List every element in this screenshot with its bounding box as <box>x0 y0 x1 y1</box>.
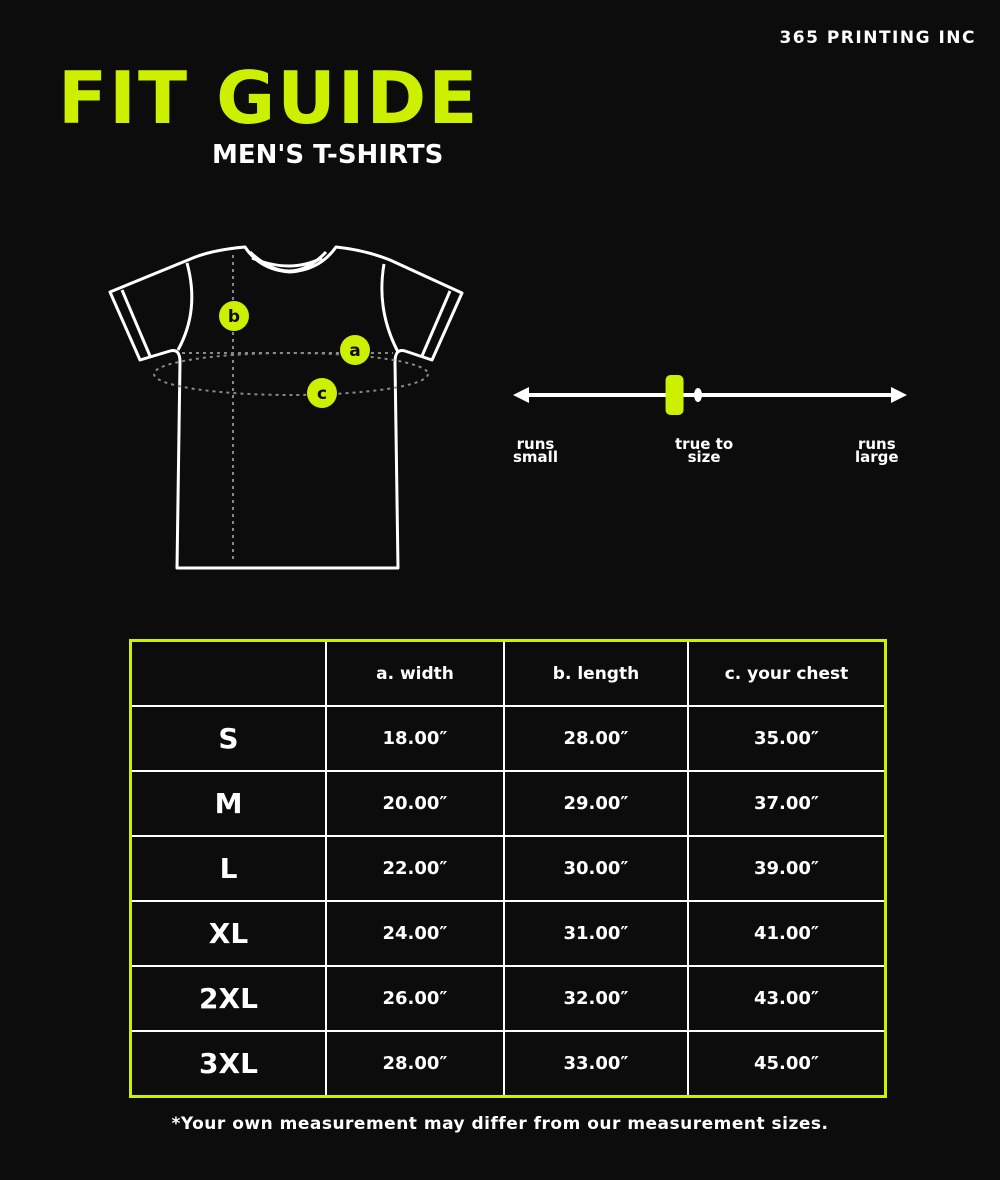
marker-c <box>307 378 337 408</box>
table-row: L 22.00″ 30.00″ 39.00″ <box>129 835 887 902</box>
true-to-size-label: true to size <box>675 435 734 466</box>
marker-b-label: b <box>228 307 240 327</box>
size-cell: 2XL <box>129 965 327 1032</box>
length-cell: 29.00″ <box>503 770 689 837</box>
length-cell: 32.00″ <box>503 965 689 1032</box>
marker-c-label: c <box>317 384 327 404</box>
width-cell: 28.00″ <box>325 1030 505 1098</box>
chest-cell: 43.00″ <box>687 965 887 1032</box>
fit-scale: runs small true to size runs large <box>505 370 915 480</box>
chest-cell: 37.00″ <box>687 770 887 837</box>
table-row: M 20.00″ 29.00″ 37.00″ <box>129 770 887 837</box>
runs-small-label: runs small <box>513 435 558 466</box>
width-cell: 26.00″ <box>325 965 505 1032</box>
marker-a <box>340 335 370 365</box>
width-cell: 20.00″ <box>325 770 505 837</box>
length-cell: 31.00″ <box>503 900 689 967</box>
page-subtitle: MEN'S T-SHIRTS <box>212 140 444 170</box>
chest-cell: 35.00″ <box>687 705 887 772</box>
length-cell: 28.00″ <box>503 705 689 772</box>
size-cell: XL <box>129 900 327 967</box>
table-row: 3XL 28.00″ 33.00″ 45.00″ <box>129 1030 887 1098</box>
chest-cell: 39.00″ <box>687 835 887 902</box>
header-cell <box>129 639 327 707</box>
marker-a-label: a <box>349 341 360 361</box>
width-cell: 18.00″ <box>325 705 505 772</box>
width-cell: 24.00″ <box>325 900 505 967</box>
size-chart-table: a. width b. length c. your chest S 18.00″… <box>129 639 887 1098</box>
width-cell: 22.00″ <box>325 835 505 902</box>
size-cell: 3XL <box>129 1030 327 1098</box>
header-length: b. length <box>503 639 689 707</box>
header-width: a. width <box>325 639 505 707</box>
size-cell: S <box>129 705 327 772</box>
length-cell: 33.00″ <box>503 1030 689 1098</box>
table-row: XL 24.00″ 31.00″ 41.00″ <box>129 900 887 967</box>
table-row: S 18.00″ 28.00″ 35.00″ <box>129 705 887 772</box>
size-cell: L <box>129 835 327 902</box>
marker-b <box>219 301 249 331</box>
chest-cell: 45.00″ <box>687 1030 887 1098</box>
measurement-markers: b a c <box>219 301 370 408</box>
header-chest: c. your chest <box>687 639 887 707</box>
table-row: 2XL 26.00″ 32.00″ 43.00″ <box>129 965 887 1032</box>
true-to-size-tick <box>694 388 702 402</box>
runs-large-label: runs large <box>855 435 899 466</box>
tshirt-diagram: b a c <box>108 245 464 570</box>
table-header-row: a. width b. length c. your chest <box>129 639 887 707</box>
chest-cell: 41.00″ <box>687 900 887 967</box>
brand-name: 365 PRINTING INC <box>779 28 976 48</box>
footnote: *Your own measurement may differ from ou… <box>171 1114 829 1134</box>
size-cell: M <box>129 770 327 837</box>
length-cell: 30.00″ <box>503 835 689 902</box>
fit-indicator <box>665 375 684 415</box>
page-title: FIT GUIDE <box>58 56 480 140</box>
